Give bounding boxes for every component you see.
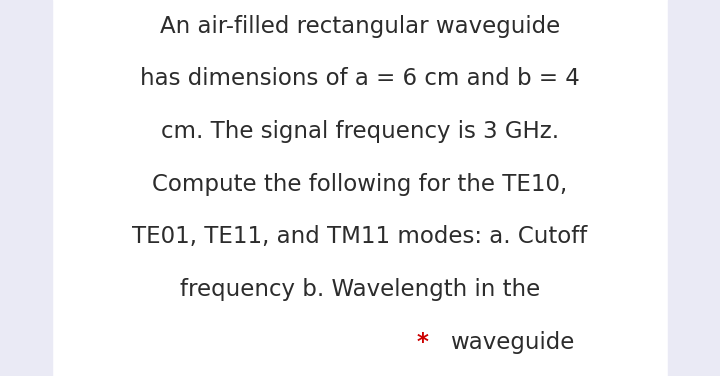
Text: TE01, TE11, and TM11 modes: a. Cutoff: TE01, TE11, and TM11 modes: a. Cutoff xyxy=(132,225,588,249)
Text: has dimensions of a = 6 cm and b = 4: has dimensions of a = 6 cm and b = 4 xyxy=(140,67,580,91)
Text: cm. The signal frequency is 3 GHz.: cm. The signal frequency is 3 GHz. xyxy=(161,120,559,143)
Text: Compute the following for the TE10,: Compute the following for the TE10, xyxy=(153,173,567,196)
Text: *: * xyxy=(417,331,428,354)
Text: An air-filled rectangular waveguide: An air-filled rectangular waveguide xyxy=(160,15,560,38)
Text: frequency b. Wavelength in the: frequency b. Wavelength in the xyxy=(180,278,540,301)
Text: waveguide: waveguide xyxy=(450,331,575,354)
